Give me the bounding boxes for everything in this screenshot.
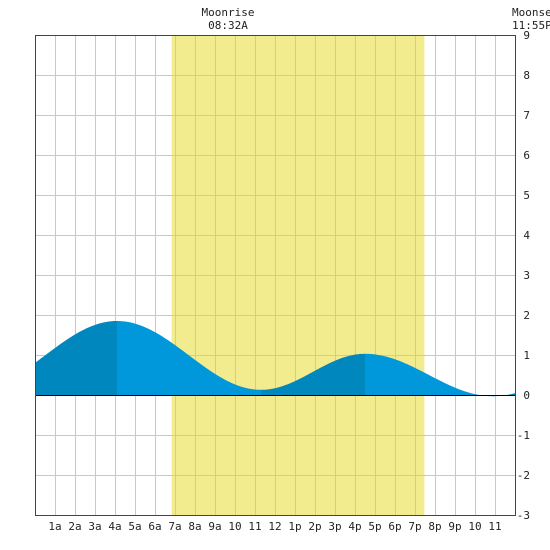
y-tick-labels: 9 8 7 6 5 4 3 2 1 0 -1 -2 -3 [517,29,531,522]
moonrise-time: 08:32A [208,19,248,32]
y-tick-label: 9 [523,29,530,42]
x-tick-label: 4p [348,520,361,533]
y-tick-label: 6 [523,149,530,162]
x-tick-label: 3a [88,520,101,533]
x-tick-label: 10 [228,520,241,533]
moonset-label: Moonset [512,6,550,19]
y-tick-label: -2 [517,469,530,482]
moonrise-label: Moonrise [202,6,255,19]
x-tick-label: 6p [388,520,401,533]
x-tick-label: 1p [288,520,301,533]
y-tick-label: 3 [523,269,530,282]
x-tick-label: 8p [428,520,441,533]
grid-layer [35,35,515,515]
y-tick-label: 2 [523,309,530,322]
tide-area-layer [35,321,515,397]
x-tick-label: 3p [328,520,341,533]
x-tick-label: 11 [248,520,261,533]
x-tick-label: 4a [108,520,121,533]
x-tick-label: 9p [448,520,461,533]
x-tick-label: 12 [268,520,281,533]
x-tick-labels: 1a 2a 3a 4a 5a 6a 7a 8a 9a 10 11 12 1p 2p 3p 4p 5p 6p 7p 8p… [48,520,501,533]
x-tick-label: 7p [408,520,421,533]
y-tick-label: -3 [517,509,530,522]
x-tick-label: 10 [468,520,481,533]
x-tick-label: 2a [68,520,81,533]
x-tick-label: 9a [208,520,221,533]
y-tick-label: 0 [523,389,530,402]
x-tick-label: 8a [188,520,201,533]
x-tick-label: 11 [488,520,501,533]
y-tick-label: 4 [523,229,530,242]
tide-area-rising [261,353,365,395]
y-tick-label: 8 [523,69,530,82]
x-tick-label: 5p [368,520,381,533]
x-tick-label: 6a [148,520,161,533]
tide-area-falling [365,353,493,397]
plot-frame [35,35,516,516]
y-tick-label: 7 [523,109,530,122]
y-tick-label: 5 [523,189,530,202]
tide-area-falling [117,321,261,395]
x-tick-label: 5a [128,520,141,533]
tide-area-rising [35,321,117,395]
moonset-time: 11:55P [512,19,550,32]
x-tick-label: 7a [168,520,181,533]
x-tick-label: 1a [48,520,61,533]
x-tick-label: 2p [308,520,321,533]
y-tick-label: 1 [523,349,530,362]
y-tick-label: -1 [517,429,530,442]
